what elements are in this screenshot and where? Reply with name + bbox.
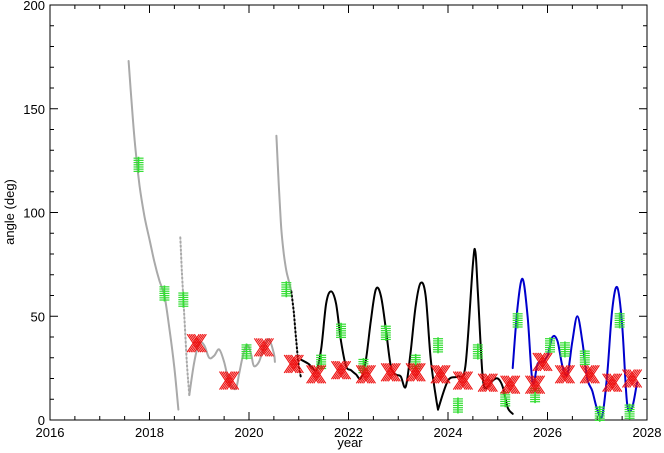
y-axis-title: angle (deg): [2, 179, 17, 245]
y-tick-label: 100: [23, 206, 45, 221]
green-plus-marker: [624, 403, 635, 420]
green-plus-marker: [512, 312, 523, 329]
x-tick-label: 2028: [633, 425, 662, 440]
red-x-marker: [579, 365, 600, 384]
red-x-marker: [525, 375, 546, 395]
y-tick-label: 150: [23, 102, 45, 117]
marker-layer: [133, 156, 643, 422]
green-plus-marker: [452, 397, 463, 414]
red-x-marker: [405, 362, 426, 382]
y-tick-label: 0: [38, 413, 45, 428]
x-tick-label: 2016: [36, 425, 65, 440]
red-x-marker: [602, 373, 623, 392]
y-tick-label: 200: [23, 0, 45, 13]
x-axis-ticks: 2016 2018 2020 2022 2024 2026 2028: [36, 5, 662, 440]
green-plus-marker: [559, 341, 570, 358]
x-tick-label: 2024: [434, 425, 463, 440]
green-plus-marker: [594, 405, 605, 422]
green-plus-marker: [579, 349, 590, 366]
red-x-marker: [430, 365, 451, 384]
green-plus-marker: [336, 322, 347, 339]
green-plus-marker: [281, 281, 292, 298]
green-plus-marker: [544, 337, 555, 354]
red-x-marker: [554, 365, 575, 384]
green-plus-marker: [433, 337, 444, 354]
series-line: [300, 281, 439, 411]
x-tick-label: 2020: [235, 425, 264, 440]
red-x-marker: [186, 333, 207, 353]
green-plus-marker: [472, 343, 483, 360]
y-tick-label: 50: [31, 309, 45, 324]
red-x-marker: [253, 338, 274, 357]
red-x-marker: [477, 373, 498, 392]
x-tick-label: 2026: [533, 425, 562, 440]
y-axis-ticks: 0 50 100 150 200: [23, 0, 647, 428]
series-layer: [127, 60, 638, 419]
green-plus-marker: [241, 343, 252, 360]
green-plus-marker: [133, 156, 144, 173]
red-x-marker: [219, 371, 240, 390]
series-line: [275, 134, 293, 293]
red-x-marker: [500, 375, 521, 395]
green-plus-marker: [614, 312, 625, 329]
red-x-marker: [380, 362, 401, 382]
red-x-marker: [532, 352, 553, 372]
green-plus-marker: [380, 324, 391, 341]
series-line: [188, 337, 276, 397]
x-tick-label: 2022: [334, 425, 363, 440]
x-axis-title: year: [337, 435, 363, 450]
red-x-marker: [355, 365, 376, 384]
plot-area: [49, 4, 648, 421]
series-line: [127, 60, 180, 411]
red-x-marker: [330, 360, 352, 380]
x-tick-label: 2018: [135, 425, 164, 440]
green-plus-marker: [178, 291, 189, 308]
red-x-marker: [283, 354, 304, 374]
series-line: [290, 290, 303, 380]
red-x-marker: [306, 365, 327, 384]
green-plus-marker: [159, 285, 170, 302]
series-line: [179, 236, 191, 397]
red-x-marker: [452, 371, 473, 390]
red-x-marker: [622, 369, 643, 388]
